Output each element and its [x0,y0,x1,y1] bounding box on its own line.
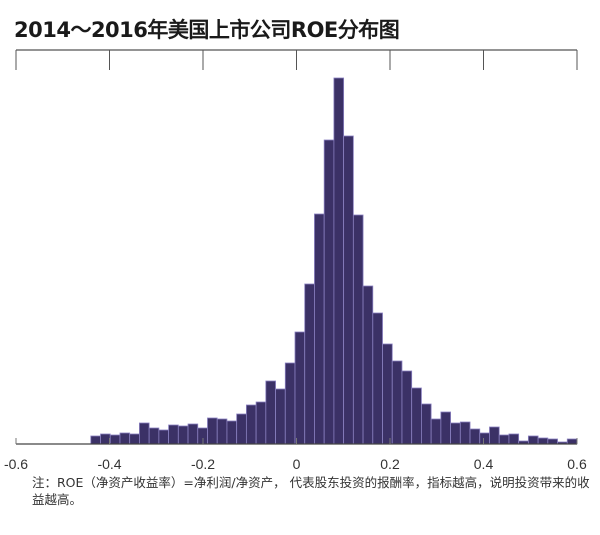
bar [226,420,238,445]
bar [508,433,520,445]
bar [469,428,481,445]
bar [411,387,422,445]
bar [129,433,140,445]
bar [177,425,189,445]
bar [333,77,345,445]
bar [158,429,169,445]
bar [566,438,578,445]
bar [294,331,306,445]
bar [421,403,432,445]
x-tick-label: -0.6 [4,456,28,472]
bar [479,432,490,445]
bar [498,434,510,445]
bar [362,285,374,445]
bar [314,213,325,445]
bar [527,435,539,445]
bar [450,422,461,445]
bars [90,77,578,445]
bar [275,388,286,445]
bar [304,283,315,445]
bar [352,214,364,445]
bar [168,424,179,445]
bar [430,418,442,445]
bar [440,411,451,445]
x-tick-label: -0.2 [191,456,215,472]
bar [323,139,335,445]
bar [284,362,296,445]
bar [265,380,276,445]
bar [459,421,471,445]
bar [401,370,413,445]
bar [255,401,267,445]
bar [119,432,131,445]
bar [100,433,111,445]
chart-title: 2014～2016年美国上市公司ROE分布图 [14,18,400,42]
bar [537,437,549,445]
bar [207,417,218,445]
bar [382,343,393,445]
bar [109,434,121,445]
x-tick-label: 0.6 [567,456,587,472]
x-tick-label: 0.4 [474,456,494,472]
bar [187,423,199,445]
bar [139,422,150,445]
footnote: 注：ROE（净资产收益率）=净利润/净资产， 代表股东投资的报酬率，指标越高，说… [32,475,590,507]
bar [245,404,257,445]
bar [236,413,247,445]
bar [216,418,228,445]
x-tick-label: 0 [293,456,301,472]
bar [148,427,160,445]
bar [547,438,558,445]
axes: -0.6 -0.4 -0.2 0 0.2 0.4 0.6 [4,49,587,472]
x-tick-label: 0.2 [380,456,400,472]
x-tick-label: -0.4 [97,456,121,472]
bar [489,426,500,445]
bar [372,312,383,445]
bar [391,360,403,445]
bar [90,435,101,445]
bar [343,135,354,445]
